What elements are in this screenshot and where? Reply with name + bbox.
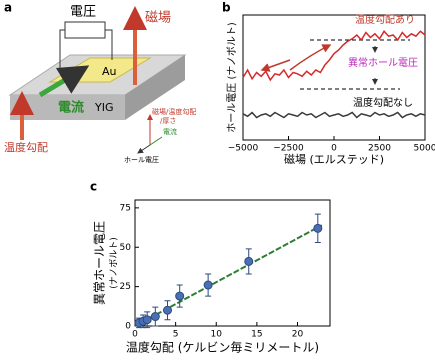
x-axis-label: 温度勾配 (ケルビン毎ミリメートル) xyxy=(126,340,319,355)
annotation-guides xyxy=(260,39,410,90)
data-point xyxy=(150,312,160,322)
gold-label: Au xyxy=(102,65,117,78)
gradient-label: 温度勾配 xyxy=(4,140,48,154)
data-point xyxy=(142,315,152,325)
fit-line xyxy=(134,224,323,327)
panel-label: a xyxy=(4,1,12,15)
x-tick-label: 0 xyxy=(132,330,138,340)
x-tick-label: 0 xyxy=(331,144,337,154)
panel-label: c xyxy=(90,180,97,194)
y-axis-label: ホール電圧 (ナノボルト) xyxy=(226,22,238,133)
data-line xyxy=(242,111,426,119)
substrate-front xyxy=(10,95,125,120)
y-tick-label: 75 xyxy=(120,203,131,213)
field-label: 磁場 xyxy=(145,11,171,26)
data-point xyxy=(313,223,323,233)
voltage-label: 電圧 xyxy=(70,5,96,20)
y-tick-label: 50 xyxy=(120,243,132,253)
substrate-label: YIG xyxy=(94,101,114,114)
x-axis-label: 磁場 (エルステッド) xyxy=(284,153,384,166)
current-arrow xyxy=(38,65,90,98)
data-point xyxy=(244,256,254,266)
axis-hall-label: ホール電圧 xyxy=(124,156,159,164)
axis-current-label: 電流 xyxy=(163,127,177,136)
axis-up-label: /厚さ xyxy=(160,117,176,125)
panel-label: b xyxy=(222,1,231,15)
x-tick-label: 5 xyxy=(173,330,179,340)
substrate-side xyxy=(125,55,185,120)
data-point xyxy=(203,280,213,290)
sweep-arrow xyxy=(260,59,291,72)
wires xyxy=(59,29,113,70)
current-label: 電流 xyxy=(58,100,84,116)
axis-current xyxy=(149,136,163,146)
y-tick-label: 0 xyxy=(125,322,131,332)
x-tick-label: −2500 xyxy=(273,144,304,154)
plot-frame xyxy=(242,14,426,141)
axis-hall xyxy=(137,144,151,154)
x-tick-label: 20 xyxy=(292,330,304,340)
x-tick-label: 5000 xyxy=(414,144,435,154)
y-tick-label: 25 xyxy=(120,282,131,292)
data-line xyxy=(242,30,426,82)
x-tick-label: 15 xyxy=(251,330,262,340)
sweep-arrow xyxy=(289,44,332,71)
annotation: 温度勾配なし xyxy=(353,96,413,109)
y-axis-label: 異常ホール電圧 xyxy=(93,221,107,305)
x-tick-label: 10 xyxy=(211,330,223,340)
diagram: a 電圧 磁場 Au 電流 YIG 温度勾配 磁場/温度勾配 /厚さ 電流 ホー… xyxy=(4,1,196,165)
data-point xyxy=(163,305,172,315)
data-point xyxy=(175,291,185,301)
voltmeter xyxy=(64,21,106,39)
x-tick-label: 2500 xyxy=(368,144,391,154)
plot-frame xyxy=(134,199,331,327)
annotation: 温度勾配あり xyxy=(355,13,415,26)
x-tick-label: −5000 xyxy=(228,144,259,154)
y-axis-label: (ナノボルト) xyxy=(109,237,120,289)
annotation: 異常ホール電圧 xyxy=(348,56,418,69)
axis-up-label: 磁場/温度勾配 xyxy=(152,107,196,116)
